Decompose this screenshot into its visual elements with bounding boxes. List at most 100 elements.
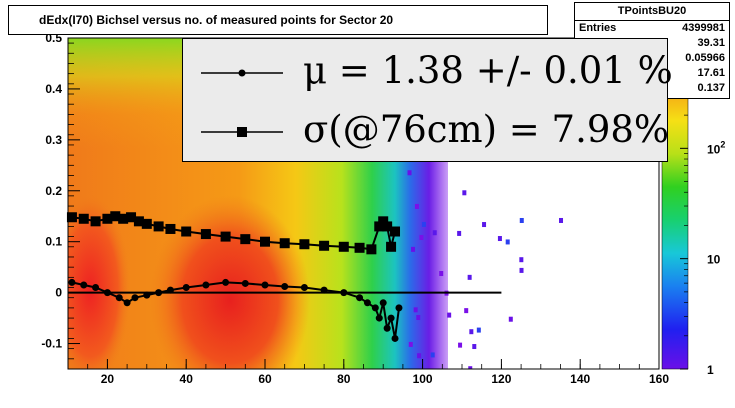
x-tick-label: 120	[491, 372, 511, 386]
x-tick-label: 160	[649, 372, 669, 386]
mu-point	[363, 299, 371, 307]
mu-line	[71, 281, 400, 339]
sparse-cell	[476, 327, 481, 333]
sigma-point	[90, 216, 101, 227]
mu-point	[202, 281, 210, 289]
sigma-point	[374, 221, 385, 232]
x-tick-label: 140	[570, 372, 590, 386]
sigma-point	[382, 221, 393, 232]
sigma-point	[299, 239, 310, 250]
sigma-point	[279, 238, 290, 249]
sigma-point	[126, 212, 137, 223]
sigma-point	[118, 213, 129, 224]
sigma-point	[366, 244, 377, 255]
sparse-cell	[467, 274, 472, 280]
sparse-cell	[432, 230, 437, 236]
legend-box: μ = 1.38 +/- 0.01 % σ(@76cm) = 7.98%	[182, 38, 673, 162]
sparse-cell	[407, 170, 412, 176]
sparse-cell	[468, 366, 473, 369]
sigma-point	[378, 216, 389, 227]
sparse-cell	[458, 342, 463, 348]
mu-point	[387, 314, 395, 322]
mu-point	[261, 281, 269, 289]
stats-row: Entries 4399981	[575, 21, 729, 36]
x-tick-label: 20	[101, 372, 115, 386]
mu-point	[391, 334, 399, 342]
x-tick-label: 40	[180, 372, 194, 386]
legend-entry-mu: μ = 1.38 +/- 0.01 %	[303, 49, 673, 92]
mu-point	[383, 324, 391, 332]
stats-label: Entries	[579, 22, 617, 34]
sigma-point	[338, 241, 349, 252]
mu-point	[68, 278, 76, 286]
chart-title: dEdx(I70) Bichsel versus no. of measured…	[39, 13, 394, 27]
sparse-cell	[505, 239, 510, 245]
mu-series	[68, 278, 403, 342]
sparse-cell	[559, 217, 564, 223]
sparse-cell	[417, 353, 422, 359]
sparse-cell	[457, 230, 462, 236]
mu-point	[340, 289, 348, 297]
mu-point	[356, 294, 364, 302]
sparse-cell	[519, 217, 524, 223]
sigma-point	[141, 218, 152, 229]
y-tick-label: 0.3	[45, 133, 62, 147]
z-tick-label: 10	[707, 253, 721, 267]
sigma-point	[240, 234, 251, 245]
mu-point	[241, 279, 249, 287]
mu-point	[143, 291, 151, 299]
sparse-cell	[413, 307, 418, 313]
legend-entry-sigma: σ(@76cm) = 7.98%	[303, 108, 670, 151]
sparse-cell	[464, 308, 469, 314]
sparse-cell	[519, 267, 524, 273]
mu-point	[222, 278, 230, 286]
sparse-cell	[469, 329, 474, 335]
y-tick-label: 0.1	[45, 235, 62, 249]
stats-value: 0.137	[697, 82, 725, 94]
x-axis: 20 40 60 80 100 120 140 160	[67, 359, 669, 386]
mu-point	[131, 294, 139, 302]
sigma-point	[220, 231, 231, 242]
sparse-cell	[472, 344, 477, 350]
mu-point	[123, 299, 131, 307]
z-tick-label: 1	[707, 363, 714, 377]
stats-value: 17.61	[697, 67, 725, 79]
stats-value: 4399981	[682, 22, 725, 34]
x-tick-label: 80	[337, 372, 351, 386]
sparse-cell	[421, 221, 426, 227]
sigma-point	[260, 236, 270, 247]
sigma-point	[354, 242, 365, 253]
stats-row: 0.05966	[575, 51, 729, 66]
x-tick-label: 60	[258, 372, 272, 386]
mu-point	[371, 304, 379, 312]
sigma-point	[200, 229, 211, 240]
mu-point	[281, 283, 289, 291]
mu-point	[166, 286, 174, 294]
sigma-point	[390, 226, 401, 237]
legend-square-marker	[237, 127, 247, 137]
y-tick-label: 0	[55, 286, 62, 300]
mu-point	[103, 289, 111, 297]
sigma-series	[66, 211, 401, 255]
mu-point	[379, 299, 387, 307]
sparse-cell	[508, 316, 513, 322]
sparse-cell	[411, 246, 416, 252]
legend-circle-marker	[238, 69, 246, 77]
sparse-cell	[447, 312, 452, 318]
mu-point	[300, 284, 308, 292]
sparse-cell	[519, 257, 524, 263]
mu-point	[115, 294, 123, 302]
sigma-point	[153, 221, 164, 232]
legend-markers	[201, 69, 283, 137]
y-tick-label: 0.2	[45, 184, 62, 198]
mu-point	[92, 284, 100, 292]
sigma-point	[78, 213, 89, 224]
sigma-point	[181, 226, 192, 237]
sigma-point	[319, 240, 330, 251]
y-tick-label: 0.4	[45, 82, 62, 96]
sigma-point	[133, 216, 144, 227]
chart-title-box: dEdx(I70) Bichsel versus no. of measured…	[8, 5, 548, 35]
mu-point	[320, 286, 328, 294]
sparse-cell	[482, 222, 487, 228]
sigma-point	[102, 213, 113, 224]
